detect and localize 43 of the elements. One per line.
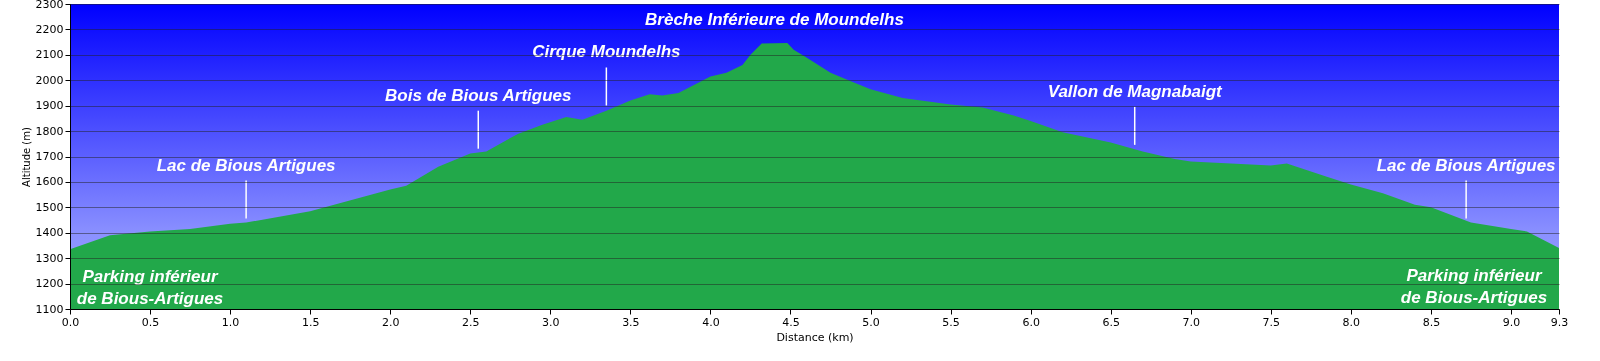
y-tick-label: 1400 (35, 226, 64, 240)
x-tick-label: 0.5 (141, 315, 160, 329)
annotation: Parking inférieur de Bious-Artigues (76, 267, 224, 309)
x-tick-label: 6.0 (1022, 315, 1040, 329)
x-tick-label: 0.0 (61, 315, 80, 329)
x-tick-label: 4.0 (702, 315, 720, 329)
x-tick-label: 8.0 (1342, 315, 1361, 329)
y-tick-label: 1700 (35, 150, 64, 163)
y-tick-label: 1100 (35, 302, 64, 316)
x-tick-label: 6.5 (1102, 315, 1120, 329)
annotation: Bois de Bious Artigues (385, 85, 572, 105)
x-tick-label: 4.5 (782, 315, 800, 329)
y-tick-label: 1900 (35, 99, 64, 113)
y-tick-label: 2100 (35, 48, 64, 62)
x-axis-title: Distance (km) (776, 330, 854, 344)
x-tick-label: 5.0 (862, 315, 880, 329)
x-tick-label: 8.5 (1422, 315, 1441, 329)
annotation: Cirque Moundelhs (532, 42, 681, 62)
x-tick-label: 5.5 (942, 315, 960, 329)
annotation: Vallon de Magnabaigt (1047, 81, 1224, 101)
y-tick-label: 2300 (35, 0, 64, 11)
y-tick-label: 2000 (35, 73, 64, 87)
x-tick-label: 2.5 (462, 315, 480, 329)
annotation: Parking inférieur de Bious-Artigues (1400, 266, 1548, 307)
x-tick-label: 1.0 (221, 315, 240, 329)
x-tick-label: 3.5 (622, 315, 640, 329)
annotation: Lac de Bious Artigues (156, 155, 336, 175)
y-tick-label: 1800 (35, 124, 64, 138)
y-tick-label: 1300 (35, 251, 64, 265)
y-tick-label: 1500 (35, 200, 64, 214)
x-tick-label: 3.0 (542, 315, 560, 329)
annotation: Lac de Bious Artigues (1376, 155, 1556, 175)
x-tick-label: 2.0 (381, 315, 400, 329)
x-tick-label: 9.0 (1502, 315, 1521, 329)
y-tick-label: 1200 (35, 277, 64, 291)
x-tick-label: 1.5 (301, 315, 320, 329)
x-tick-label: 7.5 (1262, 315, 1281, 329)
y-tick-label: 2200 (35, 22, 64, 36)
y-tick-label: 1600 (35, 175, 64, 189)
y-axis-title: Altitude (m) (20, 127, 32, 187)
x-tick-label: 9.3 (1550, 315, 1569, 329)
annotation: Brèche Inférieure de Moundelhs (645, 10, 904, 29)
x-tick-label: 7.0 (1182, 315, 1200, 329)
